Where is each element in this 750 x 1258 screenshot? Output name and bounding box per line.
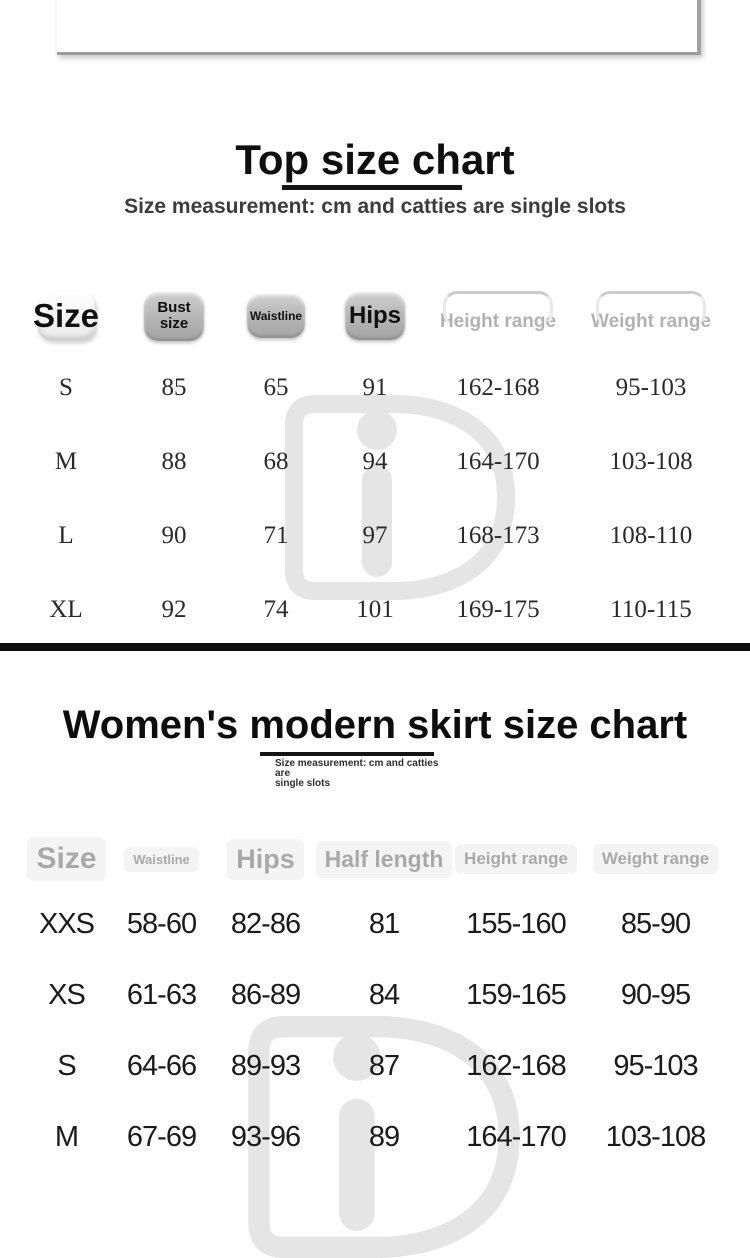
table-cell: 87 [368, 1050, 400, 1082]
table-cell: 89 [368, 1121, 400, 1153]
table-cell: 86-89 [230, 979, 301, 1011]
table-cell: 159-165 [466, 979, 566, 1011]
table-cell: 103-108 [609, 448, 693, 475]
table-cell: 90-95 [620, 979, 691, 1011]
column-header-hips: Hips [336, 289, 414, 343]
table-cell: 84 [368, 979, 400, 1011]
table-cell: 168-173 [456, 522, 540, 549]
table-cell: 103-108 [605, 1121, 706, 1153]
table-cell: 164-170 [466, 1121, 566, 1153]
table-cell: M [54, 1121, 79, 1153]
table-cell: 85-90 [620, 908, 691, 940]
table-cell: M [54, 448, 78, 475]
table-cell: 101 [356, 596, 394, 623]
table-cell: 67-69 [126, 1121, 197, 1153]
table-cell: 88 [161, 448, 187, 475]
top-chart-subtitle: Size measurement: cm and catties are sin… [124, 195, 626, 218]
skirt-chart-header-row: Size Waistline Hips Half length Height r… [0, 833, 726, 885]
column-header-bust: Bust size [132, 289, 216, 343]
table-cell: 94 [362, 448, 388, 475]
column-header-weight-range: Weight range [585, 833, 726, 885]
table-cell: XL [49, 596, 83, 623]
top-chart-header-row: Size Bust size Waistline Hips Height ran… [0, 289, 720, 343]
table-cell: 162-168 [466, 1050, 566, 1082]
table-cell: S [59, 374, 73, 401]
skirt-chart-subtitle: Size measurement: cm and catties are sin… [275, 759, 455, 789]
waistline-header-badge: Waistline [247, 294, 305, 338]
column-header-size: Size [0, 833, 113, 885]
table-cell: 95-103 [615, 374, 687, 401]
column-header-height-range: Height range [447, 833, 585, 885]
table-cell: 93-96 [230, 1121, 301, 1153]
table-row: L 90 71 97 168-173 108-110 [0, 499, 720, 573]
table-cell: L [58, 522, 74, 549]
column-header-waistline: Waistline [113, 833, 210, 885]
table-cell: 90 [161, 522, 187, 549]
table-cell: 81 [368, 908, 400, 940]
skirt-chart-title: Women's modern skirt size chart [62, 703, 688, 747]
table-row: S 64-66 89-93 87 162-168 95-103 [0, 1031, 726, 1102]
table-cell: 91 [362, 374, 388, 401]
table-cell: 64-66 [126, 1050, 197, 1082]
table-cell: 71 [263, 522, 289, 549]
column-header-weight-range: Weight range [582, 289, 720, 343]
column-header-half-length: Half length [315, 833, 453, 885]
table-cell: 92 [161, 596, 187, 623]
brand-logo-watermark [285, 395, 515, 600]
table-cell: 65 [263, 374, 289, 401]
table-cell: 89-93 [230, 1050, 301, 1082]
table-cell: 58-60 [126, 908, 197, 940]
table-row: M 88 68 94 164-170 103-108 [0, 425, 720, 499]
subtitle-line: single slots [275, 778, 331, 789]
top-chart-title: Top size chart [235, 136, 515, 183]
table-cell: XXS [38, 908, 95, 940]
table-row: M 67-69 93-96 89 164-170 103-108 [0, 1102, 726, 1173]
table-cell: 155-160 [466, 908, 566, 940]
table-cell: 108-110 [609, 522, 693, 549]
title-underline [260, 752, 434, 756]
table-cell: 85 [161, 374, 187, 401]
table-cell: 82-86 [230, 908, 301, 940]
table-row: XL 92 74 101 169-175 110-115 [0, 573, 720, 647]
table-cell: 97 [362, 522, 388, 549]
table-cell: 74 [263, 596, 289, 623]
top-chart-body: S 85 65 91 162-168 95-103 M 88 68 94 164… [0, 351, 720, 647]
table-row: S 85 65 91 162-168 95-103 [0, 351, 720, 425]
table-cell: 169-175 [456, 596, 540, 623]
table-cell: 68 [263, 448, 289, 475]
size-header-badge: Size [33, 292, 99, 340]
table-row: XXS 58-60 82-86 81 155-160 85-90 [0, 889, 726, 960]
table-cell: 110-115 [610, 596, 692, 623]
table-cell: S [57, 1050, 76, 1082]
table-cell: 61-63 [126, 979, 197, 1011]
table-cell: XS [48, 979, 86, 1011]
column-header-waistline: Waistline [216, 289, 336, 343]
skirt-chart-body: XXS 58-60 82-86 81 155-160 85-90 XS 61-6… [0, 889, 726, 1173]
table-row: XS 61-63 86-89 84 159-165 90-95 [0, 960, 726, 1031]
table-cell: 95-103 [613, 1050, 698, 1082]
column-header-size: Size [0, 289, 132, 343]
hips-header-badge: Hips [345, 292, 405, 340]
table-cell: 162-168 [456, 374, 540, 401]
section-divider [0, 643, 750, 651]
subtitle-line: Size measurement: cm and catties are [275, 758, 439, 779]
table-cell: 164-170 [456, 448, 540, 475]
column-header-height-range: Height range [414, 289, 582, 343]
previous-image-frame [57, 0, 701, 55]
column-header-hips: Hips [210, 833, 321, 885]
bust-header-badge: Bust size [144, 291, 204, 341]
title-underline [282, 185, 462, 190]
